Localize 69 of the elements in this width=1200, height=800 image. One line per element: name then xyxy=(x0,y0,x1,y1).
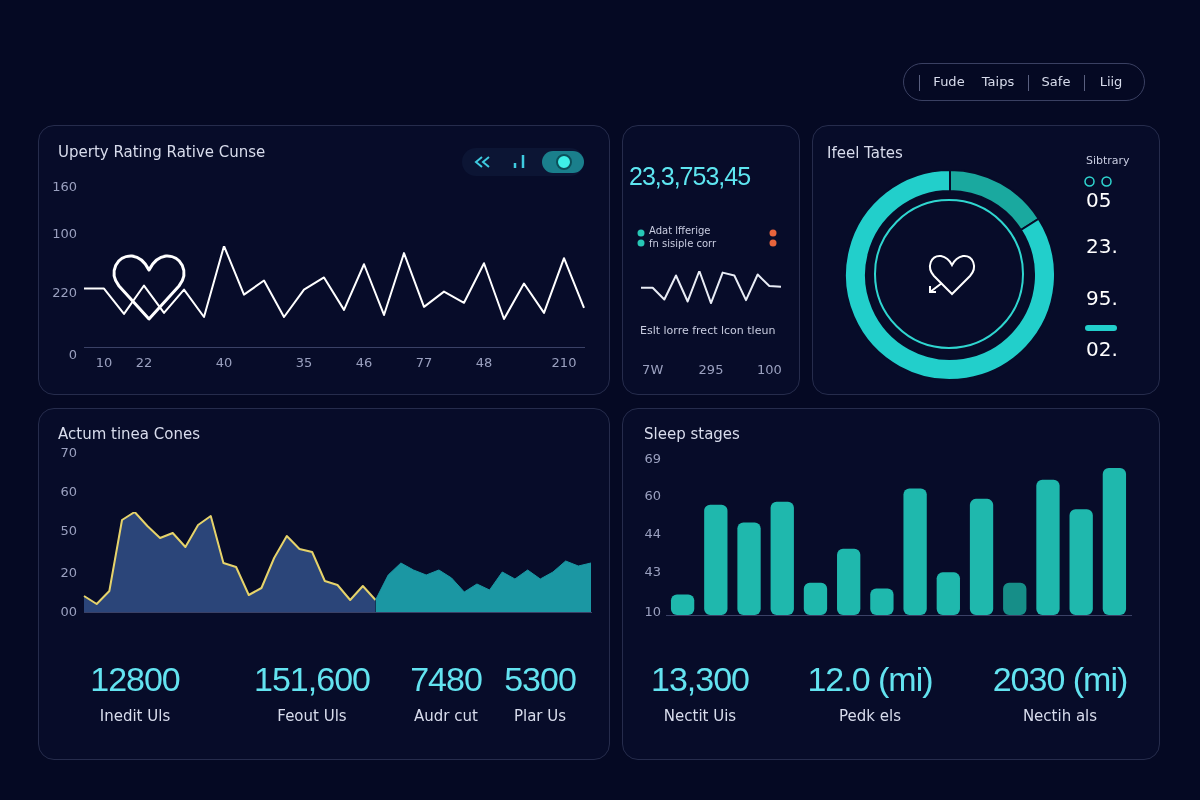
text: 10 xyxy=(644,604,661,619)
x-tick-label: 7W xyxy=(642,361,664,377)
x-tick-label: 35 xyxy=(295,354,313,370)
text: 13,300 xyxy=(651,660,749,699)
text: 151,600 xyxy=(254,660,370,699)
text: 20 xyxy=(60,565,77,580)
chart-title: Actum tinea Cones xyxy=(58,425,200,443)
x-tick-label: 40 xyxy=(215,354,233,370)
x-tick-label: 22 xyxy=(135,354,153,370)
text: 95. xyxy=(1086,286,1118,310)
text: Nectit Uis xyxy=(662,707,738,725)
text: 05 xyxy=(1086,188,1112,212)
x-tick-label: 295 xyxy=(698,361,724,377)
x-tick-label: 77 xyxy=(415,354,433,370)
text: 100 xyxy=(52,226,77,241)
text: 2030 (mi) xyxy=(992,660,1128,699)
text: 44 xyxy=(644,526,661,541)
text: 0 xyxy=(68,347,77,362)
text: Fude xyxy=(933,74,965,89)
bar xyxy=(1003,582,1027,615)
text: 5300 xyxy=(504,660,576,699)
text: 60 xyxy=(644,488,661,503)
text: 12.0 (mi) xyxy=(807,660,933,699)
text: 60 xyxy=(60,484,77,499)
text: 00 xyxy=(60,604,77,619)
bar xyxy=(770,501,794,615)
text: 50 xyxy=(60,523,77,538)
bar xyxy=(936,572,960,615)
bar xyxy=(969,498,994,615)
text: 69 xyxy=(644,451,661,466)
x-tick-label: 46 xyxy=(355,354,373,370)
bar xyxy=(704,504,728,615)
text: 7480 xyxy=(410,660,482,699)
text: Inedit Uls xyxy=(98,707,172,725)
text: Sibtrary xyxy=(1086,154,1130,167)
text: 02. xyxy=(1086,337,1118,361)
x-tick-label: 100 xyxy=(756,361,782,377)
text: 160 xyxy=(52,179,77,194)
bar xyxy=(1069,509,1093,615)
chart-title: Ifeel Tates xyxy=(827,144,903,162)
text: Audr cut xyxy=(413,707,479,725)
text: Pedk els xyxy=(838,707,902,725)
x-tick-label: 48 xyxy=(475,354,493,370)
text: 23. xyxy=(1086,234,1118,258)
bar xyxy=(837,548,861,615)
text: Nectih als xyxy=(1021,707,1099,725)
bar xyxy=(870,588,894,615)
bar xyxy=(737,522,761,615)
text: 220 xyxy=(52,285,77,300)
x-tick-label: 10 xyxy=(95,354,113,370)
text: Feout Uls xyxy=(276,707,348,725)
text: Taips xyxy=(981,74,1015,89)
text: 43 xyxy=(644,564,661,579)
x-tick-label: 210 xyxy=(551,354,577,370)
bar xyxy=(803,582,828,615)
text: Liig xyxy=(1099,74,1123,89)
bar xyxy=(903,488,927,615)
chart-title: Sleep stages xyxy=(644,425,740,443)
chart-title: Uperty Rating Rative Cunse xyxy=(58,143,266,161)
bar xyxy=(1036,479,1060,615)
chart-title: 23,3,753,45 xyxy=(629,162,751,191)
text: 12800 xyxy=(90,660,180,699)
text: Eslt lorre frect lcon tleun xyxy=(640,324,776,337)
bar xyxy=(1102,468,1127,615)
text: fn sisiple corr xyxy=(649,238,717,249)
text: Plar Us xyxy=(512,707,568,725)
text: 70 xyxy=(60,445,77,460)
text: Safe xyxy=(1041,74,1071,89)
text: Adat lfferige xyxy=(649,225,711,236)
